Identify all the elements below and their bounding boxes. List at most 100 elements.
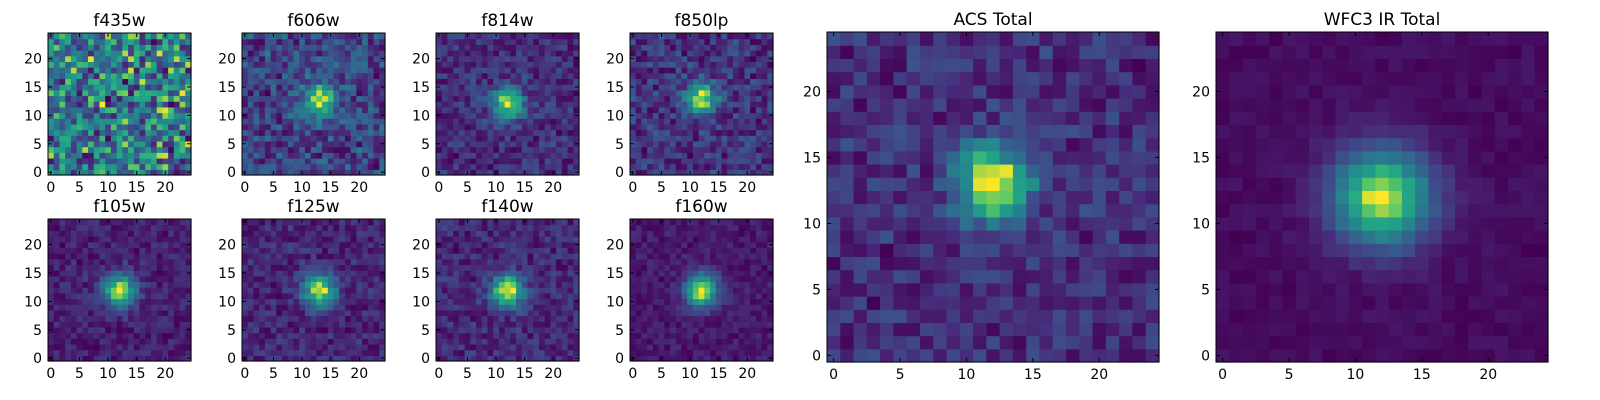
heatmap-cell <box>567 123 574 131</box>
heatmap-cell <box>498 78 506 85</box>
heatmap-cell <box>339 123 346 131</box>
heatmap-cell <box>356 338 363 345</box>
heatmap-cell <box>986 269 1001 284</box>
heatmap-cell <box>675 78 683 85</box>
heatmap-cell <box>732 135 740 142</box>
heatmap-cell <box>1322 98 1337 112</box>
y-tick-label: 15 <box>24 266 42 282</box>
heatmap-cell <box>853 98 868 112</box>
heatmap-cell <box>1401 348 1416 363</box>
heatmap-cell <box>1428 71 1443 86</box>
heatmap-cell <box>1092 230 1107 244</box>
heatmap-cell <box>379 78 386 85</box>
heatmap-cell <box>367 67 375 74</box>
heatmap-cell <box>367 95 375 102</box>
heatmap-cell <box>1026 71 1041 86</box>
heatmap-cell <box>732 118 740 125</box>
x-tick-label: 5 <box>896 367 905 383</box>
heatmap-cell <box>150 253 158 260</box>
heatmap-cell <box>344 281 352 288</box>
heatmap-cell <box>866 230 881 244</box>
heatmap-cell <box>264 84 272 91</box>
heatmap-cell <box>561 106 569 114</box>
heatmap-cell <box>738 140 745 148</box>
heatmap-cell <box>373 61 380 68</box>
heatmap-cell <box>93 89 101 97</box>
heatmap-cell <box>48 224 55 231</box>
heatmap-cell <box>253 152 260 159</box>
heatmap-cell <box>692 152 700 159</box>
heatmap-cell <box>333 78 340 85</box>
heatmap-cell <box>481 89 489 97</box>
heatmap-cell <box>122 219 129 226</box>
heatmap-cell <box>1255 348 1270 363</box>
heatmap-cell <box>880 203 894 218</box>
heatmap-cell <box>704 163 711 170</box>
heatmap-cell <box>675 44 683 51</box>
heatmap-cell <box>504 123 511 131</box>
heatmap-cell <box>333 44 340 51</box>
heatmap-cell <box>1401 84 1416 99</box>
heatmap-cell <box>139 33 146 40</box>
heatmap-cell <box>738 55 745 62</box>
heatmap-cell <box>1508 177 1523 191</box>
heatmap-cell <box>1026 309 1041 323</box>
heatmap-cell <box>70 253 78 260</box>
heatmap-cell <box>367 281 375 288</box>
heatmap-cell <box>139 338 146 345</box>
heatmap-cell <box>527 38 534 45</box>
heatmap-cell <box>128 33 135 40</box>
heatmap-cell <box>179 157 186 165</box>
heatmap-cell <box>1229 348 1244 363</box>
heatmap-cell <box>1362 282 1376 297</box>
heatmap-cell <box>99 281 106 288</box>
heatmap-cell <box>919 124 934 139</box>
heatmap-cell <box>276 72 283 80</box>
heatmap-cell <box>1468 164 1483 178</box>
heatmap-cell <box>316 275 323 283</box>
heatmap-cell <box>1521 203 1536 218</box>
heatmap-cell <box>367 169 375 176</box>
heatmap-cell <box>973 256 987 271</box>
heatmap-cell <box>185 219 192 226</box>
heatmap-cell <box>933 216 948 231</box>
heatmap-cell <box>1441 98 1456 112</box>
heatmap-cell <box>986 150 1001 165</box>
heatmap-cell <box>652 38 660 45</box>
heatmap-cell <box>110 146 118 153</box>
heatmap-cell <box>282 315 289 322</box>
heatmap-cell <box>310 106 317 114</box>
heatmap-cell <box>692 118 700 125</box>
heatmap-cell <box>128 123 135 131</box>
heatmap-cell <box>1508 84 1523 99</box>
heatmap-cell <box>299 72 306 80</box>
heatmap-cell <box>453 38 460 45</box>
heatmap-cell <box>710 38 717 45</box>
heatmap-cell <box>715 50 723 57</box>
heatmap-cell <box>715 152 723 159</box>
heatmap-cell <box>698 101 705 108</box>
heatmap-cell <box>647 44 654 51</box>
heatmap-cell <box>755 112 763 119</box>
heatmap-cell <box>162 95 169 102</box>
heatmap-cell <box>105 230 112 237</box>
heatmap-cell <box>379 33 386 40</box>
heatmap-cell <box>698 72 705 80</box>
heatmap-cell <box>933 282 948 297</box>
heatmap-cell <box>65 343 72 351</box>
heatmap-cell <box>53 326 61 334</box>
heatmap-cell <box>293 326 300 334</box>
x-tick-label: 20 <box>1479 367 1497 383</box>
heatmap-cell <box>527 123 534 131</box>
heatmap-cell <box>476 140 483 148</box>
heatmap-cell <box>647 38 654 45</box>
heatmap-cell <box>88 157 95 165</box>
heatmap-cell <box>1026 348 1041 363</box>
heatmap-cell <box>1335 282 1350 297</box>
heatmap-cell <box>145 309 152 317</box>
heatmap-cell <box>1282 164 1297 178</box>
heatmap-cell <box>710 89 717 97</box>
heatmap-cell <box>373 55 380 62</box>
heatmap-cell <box>76 101 83 108</box>
heatmap-cell <box>687 72 694 80</box>
